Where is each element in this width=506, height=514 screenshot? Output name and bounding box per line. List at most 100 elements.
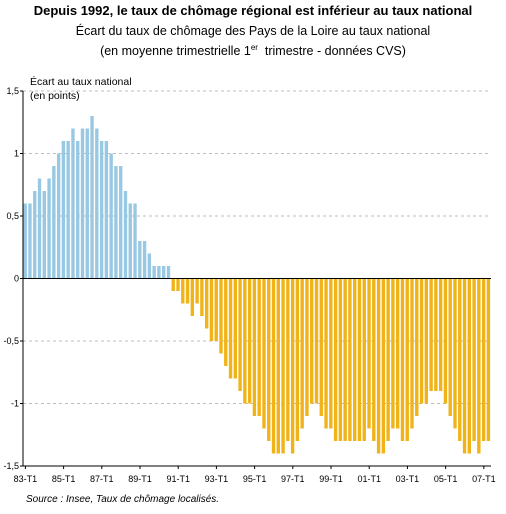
bar: [128, 203, 132, 279]
x-tick-label: 83-T1: [14, 474, 38, 484]
bar: [467, 278, 471, 454]
y-tick-label: 0,5: [6, 211, 19, 221]
bar: [138, 241, 142, 279]
bar: [66, 141, 70, 279]
bar: [190, 278, 195, 316]
subtitle-part-1: (en moyenne trimestrielle 1: [100, 44, 251, 59]
bar: [152, 266, 156, 279]
bar: [438, 278, 443, 391]
bar: [267, 278, 271, 441]
bars: [23, 116, 491, 454]
bar: [171, 278, 175, 291]
x-tick-label: 95-T1: [243, 474, 267, 484]
bar: [362, 278, 366, 441]
bar: [262, 278, 266, 429]
bar: [429, 278, 433, 391]
bar: [486, 278, 491, 441]
bar: [209, 278, 214, 341]
bar: [343, 278, 347, 441]
bar: [367, 278, 371, 429]
bar: [204, 278, 209, 329]
bar: [238, 278, 242, 391]
subtitle-part-2: trimestre - données CVS): [257, 44, 406, 59]
x-tick-label: 99-T1: [319, 474, 343, 484]
bar: [61, 141, 66, 279]
bar: [338, 278, 343, 441]
y-axis-label: Écart au taux national (en points): [30, 76, 132, 102]
bar: [109, 153, 113, 279]
x-tick-labels: 83-T1 85-T1 87-T1 89-T1 91-T1 93-T1 95-T1 97-T1…: [14, 474, 496, 484]
bar: [281, 278, 285, 454]
bar: [219, 278, 223, 354]
bar: [376, 278, 381, 454]
bar: [405, 278, 409, 441]
bar: [348, 278, 352, 441]
bar: [458, 278, 462, 441]
source-note: Source : Insee, Taux de chômage localisé…: [26, 494, 220, 505]
bar: [481, 278, 486, 441]
bar: [448, 278, 452, 416]
bar: [233, 278, 237, 379]
x-tick-label: 87-T1: [90, 474, 114, 484]
bar: [28, 203, 32, 279]
bar: [214, 278, 218, 341]
bar: [314, 278, 319, 404]
x-tick-label: 89-T1: [128, 474, 152, 484]
chart-subtitle-2: (en moyenne trimestrielle 1er trimestre …: [0, 43, 506, 58]
bar: [90, 116, 94, 279]
bar: [42, 191, 46, 279]
x-tick-label: 05-T1: [434, 474, 458, 484]
x-tick-label: 91-T1: [166, 474, 190, 484]
y-tick-label: -0,5: [3, 336, 19, 346]
bar: [147, 253, 152, 279]
bar: [300, 278, 304, 429]
bar: [99, 141, 104, 279]
bar: [305, 278, 309, 416]
bar: [176, 278, 180, 291]
bar: [23, 203, 27, 279]
subtitle-superscript: er: [250, 43, 258, 52]
bar: [324, 278, 328, 429]
bar: [276, 278, 280, 454]
x-tick-label: 01-T1: [357, 474, 381, 484]
bar: [166, 266, 171, 279]
bar: [243, 278, 247, 404]
bar: [419, 278, 424, 404]
x-tick-label: 93-T1: [205, 474, 229, 484]
axes: [20, 90, 491, 469]
bar: [395, 278, 400, 429]
bar: [181, 278, 185, 304]
bar: [185, 278, 190, 304]
bar: [195, 278, 199, 304]
y-tick-label: 1: [14, 149, 19, 159]
bar: [252, 278, 257, 416]
x-tick-label: 03-T1: [396, 474, 420, 484]
bar: [33, 191, 37, 279]
bar: [319, 278, 323, 416]
bar: [415, 278, 419, 416]
bar: [71, 128, 75, 279]
y-tick-label: -1,5: [3, 461, 19, 471]
bar: [200, 278, 204, 316]
bar: [224, 278, 228, 366]
bar: [424, 278, 429, 404]
bar: [372, 278, 376, 441]
bar: [295, 278, 300, 441]
bar: [386, 278, 390, 441]
bar: [391, 278, 395, 429]
bar: [85, 128, 89, 279]
x-tick-label: 07-T1: [472, 474, 496, 484]
x-tick-label: 85-T1: [52, 474, 76, 484]
bar: [333, 278, 338, 441]
bar: [434, 278, 438, 391]
bar: [257, 278, 261, 416]
bar: [443, 278, 448, 404]
bar: [95, 128, 99, 279]
bar: [80, 128, 85, 279]
y-tick-labels: 1,5 1 0,5 0 -0,5 -1 -1,5: [3, 86, 19, 471]
bar: [381, 278, 386, 454]
bar: [271, 278, 276, 454]
bar: [157, 266, 161, 279]
bar: [114, 166, 118, 279]
